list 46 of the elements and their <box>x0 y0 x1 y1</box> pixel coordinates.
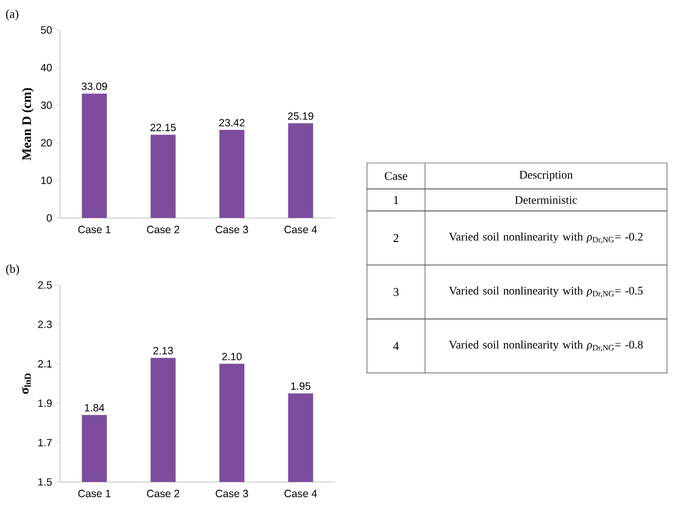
x-tick-label: Case 3 <box>216 490 248 498</box>
y-tick-label: 50 <box>40 26 52 34</box>
data-label: 2.13 <box>153 346 173 354</box>
x-tick-label: Case 4 <box>284 490 317 498</box>
data-label: 2.10 <box>222 352 242 360</box>
y-tick-label: 1.9 <box>38 399 52 407</box>
y-tick-label: 1.5 <box>38 478 52 486</box>
text: 2 <box>394 234 398 242</box>
text: Case <box>384 172 408 180</box>
x-tick-label: Case 2 <box>147 490 180 498</box>
text: 1 <box>394 196 398 204</box>
y-tick-label: 2.5 <box>38 281 52 289</box>
y-axis-title: σ$_{lnD}$ <box>22 374 31 394</box>
x-tick-label: Case 3 <box>216 226 248 234</box>
data-label: 33.09 <box>82 82 108 90</box>
data-label: 25.19 <box>288 112 314 120</box>
x-tick-label: Case 1 <box>78 226 110 234</box>
y-tick-label: 20 <box>41 139 52 147</box>
x-tick-label: Case 4 <box>284 226 317 234</box>
text: Description <box>520 170 573 182</box>
x-tick-label: Case 2 <box>147 226 180 234</box>
chart-title: (b) <box>6 264 19 276</box>
data-label: 1.95 <box>291 382 310 390</box>
text: 3 <box>394 288 399 296</box>
y-tick-label: 0 <box>46 214 52 222</box>
data-label: 23.42 <box>219 118 244 126</box>
text: Deterministic <box>515 196 577 204</box>
bar <box>82 94 107 218</box>
text: Varied soil nonlinearity with ρ$_{Dr,NG}$= -0.2 <box>448 232 643 244</box>
text: Varied soil nonlinearity with ρ$_{Dr,NG}$= -0.5 <box>448 286 643 298</box>
y-tick-label: 2.1 <box>38 360 52 368</box>
y-tick-label: 1.7 <box>38 438 52 446</box>
y-tick-label: 10 <box>41 176 52 184</box>
y-axis-title: Mean D (cm) <box>22 88 34 160</box>
y-tick-label: 40 <box>40 64 52 72</box>
y-tick-label: 30 <box>40 101 52 109</box>
bar <box>150 134 176 218</box>
y-tick-label: 2.3 <box>38 320 52 328</box>
data-label: 22.15 <box>150 124 176 132</box>
x-tick-label: Case 1 <box>78 490 110 498</box>
bar <box>288 123 314 218</box>
text: 4 <box>393 342 399 350</box>
data-label: 1.84 <box>84 404 104 412</box>
chart-title: (a) <box>6 10 18 20</box>
bar <box>219 130 244 218</box>
text: Varied soil nonlinearity with ρ$_{Dr,NG}$= -0.8 <box>448 340 643 352</box>
